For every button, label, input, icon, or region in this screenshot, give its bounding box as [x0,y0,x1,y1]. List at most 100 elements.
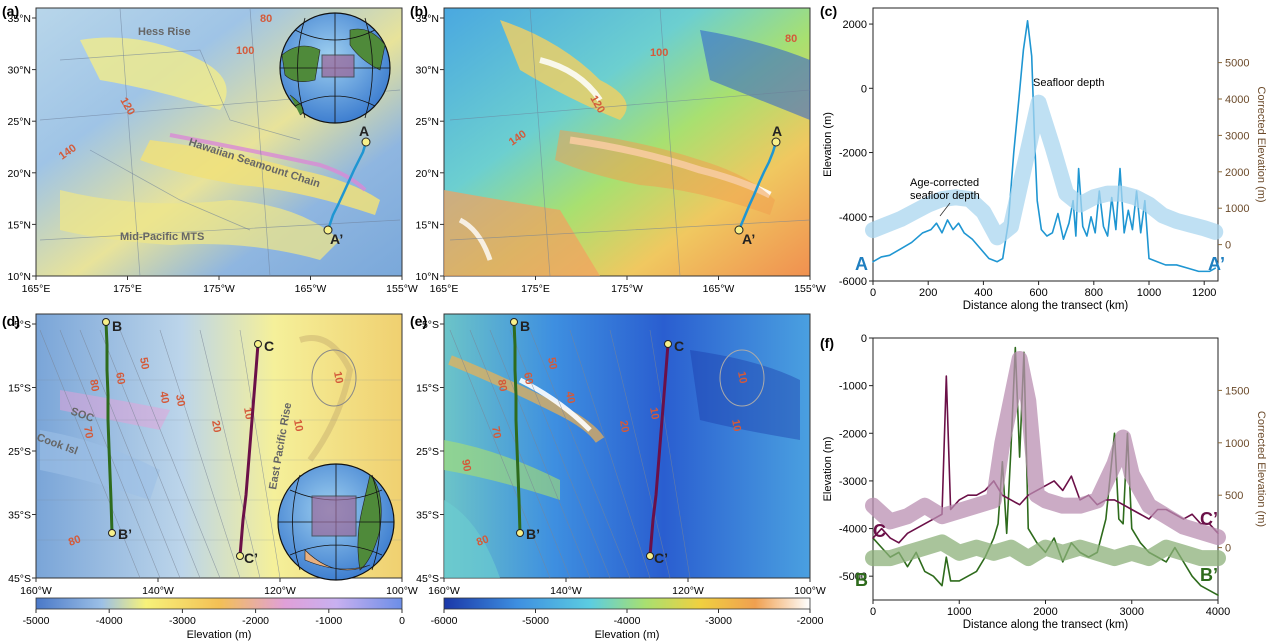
colorbar-tick: -3000 [705,615,732,627]
isochron-d-4: 30 [173,393,187,407]
lon-tick-label: 165°E [430,283,459,295]
colorbar-tick: -3000 [169,615,196,627]
isochron-a-80: 80 [260,13,272,25]
lon-tick-label: 175°E [521,283,550,295]
panel-d: (d) 80 60 50 40 30 20 70 10 10 10 80 SOC… [2,313,418,597]
label-c-prime: C’ [244,550,258,566]
lat-tick-label: 10°N [8,271,31,283]
x-tick-label: 3000 [1120,606,1144,618]
map-d-relief [36,329,402,578]
y-tick-label: 2000 [843,19,867,31]
map-a-relief [39,8,401,276]
point-a-prime-b [734,225,744,235]
y2-tick-label: 1500 [1225,385,1249,397]
chart-f-label-c: C [873,521,886,541]
y2-tick-label: 0 [1225,240,1231,252]
point-a-b [771,137,781,147]
isochron-d-5: 20 [209,419,223,433]
colorbar-tick: -6000 [431,615,458,627]
y2-tick-label: 1000 [1225,438,1249,450]
isochron-e-0: 80 [495,378,509,392]
transect-cc: C C’ [236,338,274,566]
colorbar-tick: 0 [399,615,405,627]
point-a [361,137,371,147]
panel-c: (c) 0 200 400 600 800 1000 1200 -6000 -4000 -2000… [820,3,1267,312]
isochron-e-8: 10 [735,370,749,384]
lat-tick-label: 5°S [422,319,439,331]
isochron-e-2: 50 [545,356,559,370]
map-b-relief [444,8,810,276]
colorbar-tick: -2000 [242,615,269,627]
chart-c-end-label: A’ [1208,254,1225,274]
lat-tick-label: 15°N [416,219,439,231]
colorbar-tick: -2000 [797,615,824,627]
label-c: C [264,338,274,354]
panel-e-label: (e) [410,313,427,329]
y-axis-label: Elevation (m) [822,437,834,502]
colorbar-left: -5000 -4000 -3000 -2000 -1000 0 Elevation (m) [23,597,405,641]
label-c-e: C [674,338,684,354]
lat-tick-label: 35°S [8,510,31,522]
panel-e: (e) 80 60 50 40 20 70 90 10 10 10 80 [410,313,826,597]
x-axis-label: Distance along the transect (km) [963,619,1129,631]
isochron-d-10: 80 [67,533,83,548]
series-c-c-corrected [865,350,1226,546]
lat-tick-label: 25°N [8,116,31,128]
isochron-e-4: 20 [617,419,631,433]
y-tick-label: -4000 [839,212,867,224]
label-b-prime-e: B’ [526,526,540,542]
chart-f-label-c-prime: C’ [1200,509,1218,529]
x-tick-label: 600 [1029,287,1047,299]
lat-tick-label: 30°N [8,65,31,77]
panel-c-label: (c) [820,3,837,19]
colorbar-tick: -1000 [315,615,342,627]
colorbar-tick: -5000 [23,615,50,627]
lon-tick-label: 160°W [20,585,52,597]
lat-tick-label: 25°N [416,116,439,128]
lat-tick-label: 20°N [416,168,439,180]
isochron-d-8: 10 [291,418,305,432]
chart-c-start-label: A [855,254,868,274]
y2-tick-label: 1000 [1225,203,1249,215]
label-a-prime-b: A’ [742,231,755,247]
feature-mid-pacific: Mid-Pacific MTS [120,231,204,243]
isochron-e-1: 60 [521,371,535,385]
x-tick-label: 200 [919,287,937,299]
isochron-e-10: 80 [475,533,491,548]
lon-tick-label: 165°E [22,283,51,295]
isochron-d-6: 70 [81,425,95,439]
isochron-e-7: 10 [647,406,661,420]
series-b-b-corrected [865,534,1226,567]
lon-tick-label: 140°W [142,585,174,597]
transect-cc-e: C C’ [646,338,684,566]
y2-tick-label: 2000 [1225,167,1249,179]
lat-tick-label: 35°N [416,13,439,25]
panel-a-label: (a) [2,3,19,19]
transect-bb-e: B B’ [510,318,540,542]
panel-b-label: (b) [410,3,428,19]
lat-tick-label: 15°N [8,219,31,231]
globe-d [277,463,395,581]
lat-tick-label: 35°N [8,13,31,25]
x-tick-label: 1200 [1192,287,1216,299]
x-tick-label: 800 [1085,287,1103,299]
x-tick-label: 1000 [947,606,971,618]
y-tick-label: 0 [861,333,867,345]
x-tick-label: 1000 [1137,287,1161,299]
isochron-d-2: 50 [137,356,151,370]
label-b-prime: B’ [118,526,132,542]
transect-aa: A A’ [323,123,371,247]
annotation-age-corrected: Age-corrected seafloor depth [910,177,980,202]
y-tick-label: -2000 [839,428,867,440]
lon-tick-label: 155°W [386,283,418,295]
lon-tick-label: 175°W [611,283,643,295]
plot-frame [872,7,1219,282]
lat-tick-label: 15°S [8,383,31,395]
y2-tick-label: 5000 [1225,58,1249,70]
colorbar-tick: -5000 [522,615,549,627]
y2-tick-label: 3000 [1225,130,1249,142]
